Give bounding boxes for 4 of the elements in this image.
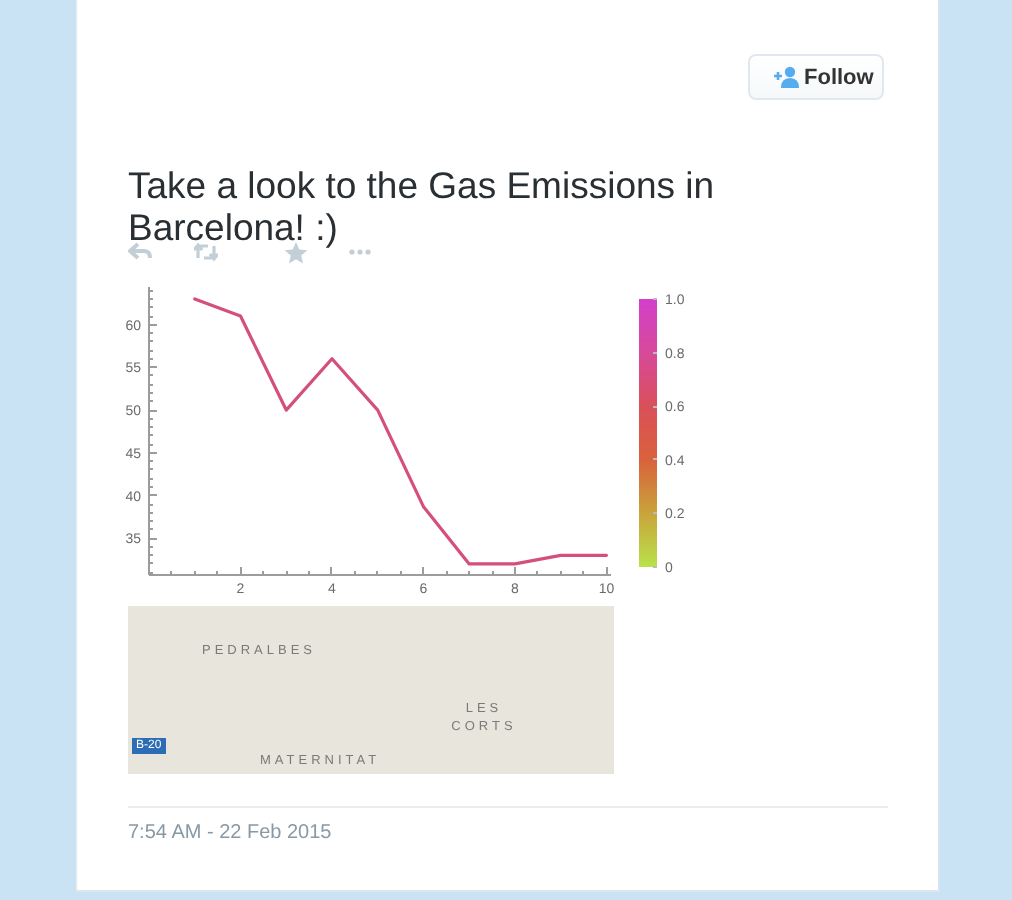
- text: 7:54 AM - 22 Feb 2015: [128, 820, 332, 848]
- line-series: [193, 297, 609, 566]
- chart-title: Take a look to the Gas Emissions in Barcelona! :): [128, 164, 717, 248]
- follow-button: Follow: [748, 54, 884, 100]
